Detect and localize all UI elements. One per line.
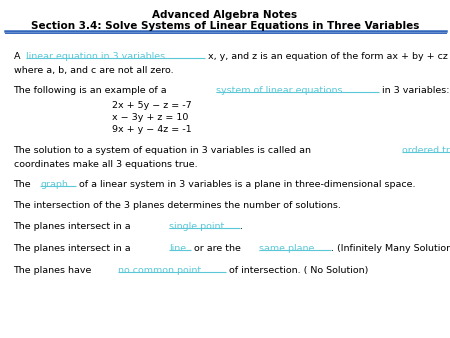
- Text: ordered triple: ordered triple: [402, 146, 450, 155]
- Text: single point: single point: [169, 222, 225, 231]
- Text: of intersection. ( No Solution): of intersection. ( No Solution): [226, 266, 368, 275]
- Text: The: The: [14, 180, 34, 189]
- Text: x, y, and z is an equation of the form ax + by + cz = d: x, y, and z is an equation of the form a…: [205, 52, 450, 62]
- Text: of a linear system in 3 variables is a plane in three-dimensional space.: of a linear system in 3 variables is a p…: [76, 180, 416, 189]
- Text: The solution to a system of equation in 3 variables is called an: The solution to a system of equation in …: [14, 146, 315, 155]
- Text: The planes intersect in a: The planes intersect in a: [14, 222, 134, 231]
- Text: linear equation in 3 variables: linear equation in 3 variables: [26, 52, 165, 62]
- Text: no common point: no common point: [118, 266, 202, 275]
- Text: 2x + 5y − z = -7: 2x + 5y − z = -7: [112, 101, 192, 111]
- Text: Section 3.4: Solve Systems of Linear Equations in Three Variables: Section 3.4: Solve Systems of Linear Equ…: [31, 21, 419, 31]
- Text: where a, b, and c are not all zero.: where a, b, and c are not all zero.: [14, 66, 173, 75]
- Text: The planes have: The planes have: [14, 266, 95, 275]
- Text: The intersection of the 3 planes determines the number of solutions.: The intersection of the 3 planes determi…: [14, 201, 342, 210]
- Text: x − 3y + z = 10: x − 3y + z = 10: [112, 113, 189, 122]
- Text: .: .: [240, 222, 243, 231]
- Text: graph: graph: [40, 180, 68, 189]
- Text: system of linear equations: system of linear equations: [216, 86, 342, 95]
- Text: in 3 variables:: in 3 variables:: [379, 86, 449, 95]
- Text: coordinates make all 3 equations true.: coordinates make all 3 equations true.: [14, 160, 197, 169]
- Text: Advanced Algebra Notes: Advanced Algebra Notes: [153, 10, 297, 20]
- Text: . (Infinitely Many Solutions): . (Infinitely Many Solutions): [331, 244, 450, 253]
- Text: The planes intersect in a: The planes intersect in a: [14, 244, 134, 253]
- Text: A: A: [14, 52, 23, 62]
- Text: 9x + y − 4z = -1: 9x + y − 4z = -1: [112, 125, 192, 134]
- Text: same plane: same plane: [260, 244, 315, 253]
- Text: line: line: [169, 244, 186, 253]
- Text: or are the: or are the: [191, 244, 244, 253]
- Text: The following is an example of a: The following is an example of a: [14, 86, 170, 95]
